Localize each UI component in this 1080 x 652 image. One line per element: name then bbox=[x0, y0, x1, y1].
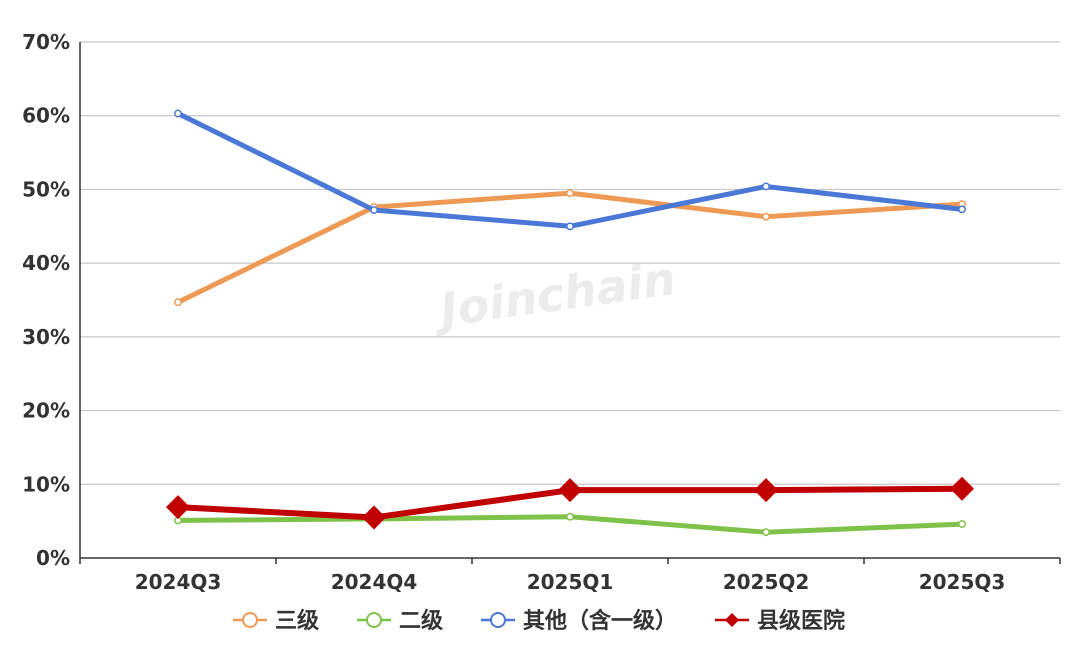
legend-label: 其他（含一级） bbox=[523, 608, 677, 634]
legend-item-二级: 二级 bbox=[357, 608, 443, 634]
data-point-marker bbox=[762, 528, 770, 537]
legend-marker-icon bbox=[725, 613, 739, 627]
legend-item-其他（含一级）: 其他（含一级） bbox=[481, 608, 677, 634]
data-point-marker bbox=[174, 109, 182, 118]
y-tick-label: 50% bbox=[22, 177, 70, 201]
series-其他（含一级） bbox=[174, 109, 966, 231]
data-point-marker bbox=[950, 476, 974, 501]
legend-label: 三级 bbox=[275, 608, 319, 634]
series-group bbox=[166, 109, 974, 537]
data-point-marker bbox=[762, 182, 770, 191]
data-point-marker bbox=[566, 189, 574, 198]
data-point-marker bbox=[754, 478, 778, 503]
data-point-marker bbox=[362, 505, 386, 530]
x-tick-label: 2025Q3 bbox=[919, 570, 1006, 594]
y-tick-label: 30% bbox=[22, 325, 70, 349]
x-tick-label: 2024Q4 bbox=[331, 570, 418, 594]
x-tick-label: 2025Q2 bbox=[723, 570, 810, 594]
data-point-marker bbox=[566, 512, 574, 521]
watermark: Joinchain bbox=[429, 251, 679, 339]
legend-label: 二级 bbox=[399, 608, 443, 634]
legend-item-县级医院: 县级医院 bbox=[715, 608, 845, 634]
data-point-marker bbox=[958, 205, 966, 214]
y-tick-label: 40% bbox=[22, 251, 70, 275]
y-tick-label: 20% bbox=[22, 399, 70, 423]
data-point-marker bbox=[174, 298, 182, 307]
data-point-marker bbox=[958, 520, 966, 529]
x-tick-label: 2024Q3 bbox=[135, 570, 222, 594]
grid-lines bbox=[80, 41, 1060, 485]
legend-marker-icon bbox=[490, 612, 506, 628]
legend: 三级 二级 其他（含一级） 县级医院 bbox=[233, 608, 845, 634]
y-tick-label: 0% bbox=[36, 546, 70, 570]
data-point-marker bbox=[166, 495, 190, 520]
legend-item-三级: 三级 bbox=[233, 608, 319, 634]
y-tick-label: 10% bbox=[22, 472, 70, 496]
data-point-marker bbox=[370, 206, 378, 215]
data-point-marker bbox=[762, 212, 770, 221]
legend-marker-icon bbox=[366, 612, 382, 628]
legend-marker-icon bbox=[242, 612, 258, 628]
axes: 0% 10% 20% 30% 40% 50% 60% 70% 2024Q3 2024Q4 2025Q… bbox=[22, 30, 1061, 594]
legend-label: 县级医院 bbox=[757, 608, 845, 634]
series-二级 bbox=[174, 512, 966, 537]
y-tick-label: 70% bbox=[22, 30, 70, 54]
x-tick-label: 2025Q1 bbox=[527, 570, 614, 594]
y-tick-label: 60% bbox=[22, 104, 70, 128]
data-point-marker bbox=[558, 478, 582, 503]
series-县级医院 bbox=[166, 476, 974, 530]
data-point-marker bbox=[566, 222, 574, 231]
